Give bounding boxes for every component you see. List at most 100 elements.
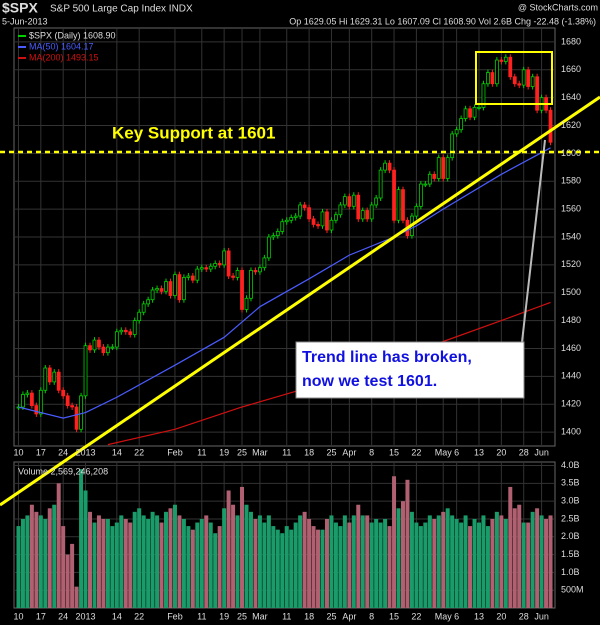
volume-bar xyxy=(441,511,446,608)
x-tick-label: 13 xyxy=(474,611,484,621)
candle xyxy=(369,204,374,220)
candle xyxy=(383,162,387,171)
x-tick-label: 17 xyxy=(36,611,46,621)
volume-bar xyxy=(177,515,182,608)
candle xyxy=(316,224,320,227)
volume-bar xyxy=(535,508,540,608)
volume-bar xyxy=(494,511,499,608)
volume-bar xyxy=(338,526,343,608)
volume-bar xyxy=(70,543,75,608)
volume-bar xyxy=(526,522,531,608)
candle xyxy=(235,270,240,278)
candle xyxy=(463,108,468,119)
volume-bar xyxy=(190,529,195,608)
volume-bar xyxy=(146,518,151,608)
volume-bar xyxy=(74,586,79,608)
candle xyxy=(159,288,164,292)
x-tick-label: 18 xyxy=(304,447,314,457)
candle xyxy=(374,197,379,206)
candle xyxy=(365,210,370,220)
volume-bar xyxy=(244,504,249,608)
volume-bar xyxy=(481,515,486,608)
candle xyxy=(231,275,235,278)
volume-bar xyxy=(128,522,133,608)
volume-bar xyxy=(257,515,262,608)
volume-bar xyxy=(307,518,312,608)
volume-bar xyxy=(530,511,535,608)
y-tick-label: 1.5B xyxy=(561,549,580,559)
x-tick-label: 2013 xyxy=(76,447,96,457)
symbol: $SPX xyxy=(2,0,38,16)
callout-box xyxy=(295,341,525,399)
volume-bar xyxy=(298,515,303,608)
volume-bar xyxy=(43,518,48,608)
volume-bar xyxy=(262,522,267,608)
date: 5-Jun-2013 xyxy=(2,16,48,26)
candle xyxy=(347,196,352,207)
y-tick-label: 1620 xyxy=(561,120,581,130)
candle xyxy=(83,345,88,397)
volume-bar xyxy=(405,479,410,608)
volume-bar xyxy=(459,522,464,608)
candle xyxy=(137,311,142,321)
volume-bar xyxy=(195,522,200,608)
candle xyxy=(271,235,276,238)
volume-bar xyxy=(105,518,110,608)
volume-bar xyxy=(320,529,325,608)
volume-bar xyxy=(485,526,490,608)
candle xyxy=(320,211,325,227)
volume-bar xyxy=(181,518,186,608)
candle xyxy=(177,274,182,301)
candle xyxy=(351,194,356,207)
candle xyxy=(454,129,459,135)
volume-bar xyxy=(490,518,495,608)
candle xyxy=(481,83,486,108)
volume-bar xyxy=(235,515,240,608)
candle xyxy=(226,250,231,277)
volume-bar xyxy=(271,526,276,608)
volume-bar xyxy=(548,515,553,608)
candle xyxy=(450,133,455,158)
candle xyxy=(289,217,294,221)
candle xyxy=(97,339,101,348)
callout-arrow xyxy=(521,139,546,343)
y-tick-label: 1680 xyxy=(561,36,581,46)
x-tick-label: 15 xyxy=(389,447,399,457)
candle xyxy=(43,367,48,391)
candle xyxy=(262,257,267,269)
x-tick-label: 25 xyxy=(237,447,247,457)
candle xyxy=(284,219,289,223)
candle xyxy=(47,367,52,383)
candle xyxy=(266,236,271,259)
volume-bar xyxy=(222,508,227,608)
volume-bar xyxy=(248,511,253,608)
candle xyxy=(441,157,446,179)
candle xyxy=(88,345,92,351)
x-tick-label: 28 xyxy=(519,447,529,457)
volume-bar xyxy=(208,522,213,608)
candle xyxy=(356,194,361,220)
candle xyxy=(258,267,262,273)
candle xyxy=(477,107,481,109)
candle xyxy=(280,221,285,232)
volume-bar xyxy=(280,533,285,608)
volume-bar xyxy=(217,526,222,608)
candle xyxy=(329,219,334,231)
callout-line: Trend line has broken, xyxy=(302,349,472,366)
volume-bar xyxy=(512,508,517,608)
volume-bar xyxy=(400,501,405,608)
candle xyxy=(526,69,531,87)
volume-bar xyxy=(544,518,549,608)
volume-bar xyxy=(436,515,441,608)
volume-bar xyxy=(508,486,513,608)
volume-bar xyxy=(427,515,432,608)
candle xyxy=(298,204,303,217)
volume-bar xyxy=(253,518,258,608)
candle xyxy=(119,329,124,333)
volume-bar xyxy=(356,504,361,608)
volume-bar xyxy=(199,518,204,608)
x-tick-label: May xyxy=(435,611,453,621)
candle xyxy=(325,211,329,231)
volume-bar xyxy=(423,522,428,608)
x-tick-label: 20 xyxy=(496,611,506,621)
